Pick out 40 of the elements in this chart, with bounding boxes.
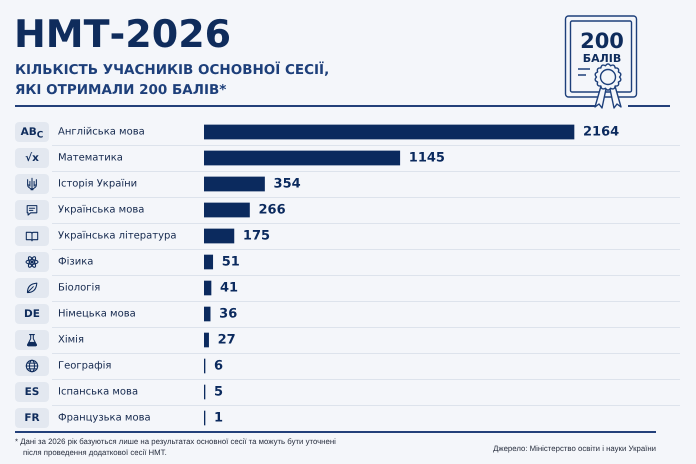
y-tick-label: Фізика [58, 256, 94, 268]
y-tick-label: Українська мова [58, 204, 144, 216]
y-tick-label: Біологія [58, 282, 100, 294]
data-label: 1 [214, 410, 224, 426]
y-tick-label: Німецька мова [58, 308, 136, 320]
bar [204, 332, 209, 348]
bar [204, 228, 234, 244]
y-tick-label: Хімія [58, 334, 84, 346]
data-label: 2164 [583, 124, 620, 140]
y-tick-label: Англійська мова [58, 126, 145, 138]
y-tick-label: Французька мова [58, 412, 151, 424]
badge: DE [15, 304, 49, 324]
bar [204, 150, 400, 166]
y-tick-label: Історія України [58, 178, 138, 190]
bar [204, 254, 214, 270]
y-tick-label: Іспанська мова [58, 386, 138, 398]
data-label: 27 [218, 332, 236, 348]
chart-subtitle: КІЛЬКІСТЬ УЧАСНИКІВ ОСНОВНОЇ СЕСІЇ, ЯКІ ОТРИМАЛИ 200 БАЛІВ* [15, 60, 330, 100]
data-label: 175 [242, 228, 270, 244]
data-label: 6 [214, 358, 224, 374]
data-label: 5 [214, 384, 224, 400]
bar [204, 202, 250, 218]
data-label: 41 [220, 280, 238, 296]
data-label: 51 [222, 254, 240, 270]
bar [204, 280, 212, 296]
data-label: 1145 [408, 150, 445, 166]
y-tick-label: Географія [58, 360, 112, 372]
y-tick-label: Українська література [58, 230, 177, 242]
chart-title: НМТ-2026 [14, 12, 232, 56]
y-tick-label: Математика [58, 152, 123, 164]
badge: ES [15, 382, 49, 402]
badge: √x [15, 148, 49, 168]
badge: FR [15, 408, 49, 428]
data-label: 266 [258, 202, 286, 218]
bar [204, 306, 210, 322]
data-label: 354 [274, 176, 301, 192]
badge: AB$_{C}$ [15, 122, 49, 142]
data-label: 36 [219, 306, 238, 322]
bar [204, 124, 574, 140]
bar [204, 176, 265, 192]
